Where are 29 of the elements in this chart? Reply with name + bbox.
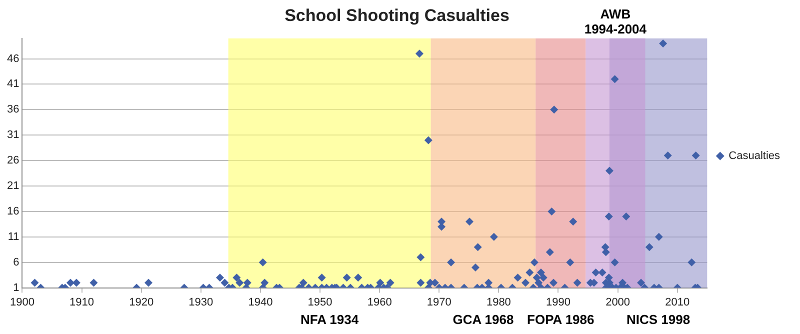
x-tick-label: 2000 — [606, 296, 630, 308]
x-tick-label: 1950 — [308, 296, 332, 308]
y-tick-label: 31 — [6, 129, 20, 142]
y-tick-label: 36 — [6, 104, 20, 116]
y-tick-label: 26 — [6, 154, 20, 167]
x-tick-label: 1930 — [188, 296, 214, 308]
x-tick-label: 1900 — [10, 296, 34, 308]
band-label: FOPA 1986 — [527, 312, 594, 328]
band-label: AWB 1994-2004 — [584, 6, 648, 36]
y-tick-label: 46 — [6, 52, 20, 65]
x-tick-label: 2010 — [665, 296, 690, 308]
chart-title: School Shooting Casualties — [284, 6, 510, 25]
x-tick-label: 1970 — [426, 296, 452, 308]
x-tick-label: 1980 — [486, 296, 511, 308]
y-tick-label: 11 — [8, 230, 20, 243]
y-tick-label: 16 — [6, 205, 20, 218]
x-tick-label: 1990 — [546, 296, 570, 308]
x-tick-label: 1940 — [248, 296, 273, 308]
y-tick-label: 21 — [6, 180, 20, 192]
band-label: GCA 1968 — [452, 312, 514, 328]
x-tick-label: 1910 — [70, 296, 94, 308]
legend-label: Casualties — [728, 150, 780, 162]
y-tick-label: 41 — [6, 78, 20, 90]
band-label: NICS 1998 — [626, 312, 690, 328]
y-tick-label: 1 — [13, 282, 20, 294]
y-tick-label: 6 — [13, 256, 20, 268]
x-tick-label: 1920 — [129, 296, 154, 308]
x-tick-label: 1960 — [367, 296, 392, 308]
band-label: NFA 1934 — [300, 312, 360, 328]
